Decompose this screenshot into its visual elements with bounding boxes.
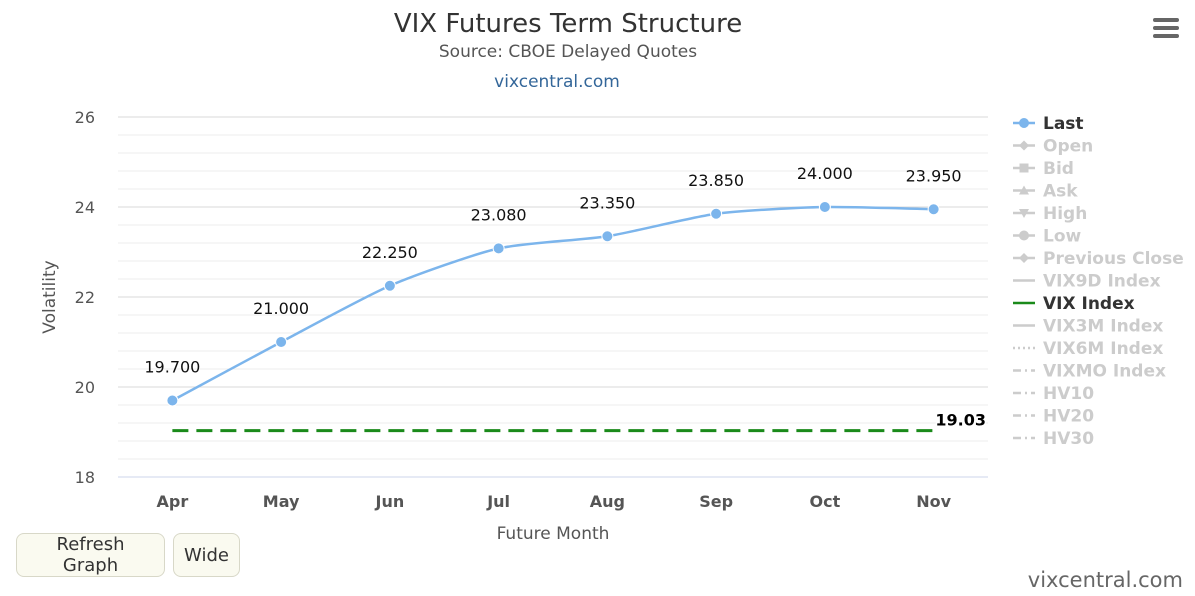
legend-label: Low [1043, 227, 1082, 247]
legend-label: HV20 [1043, 407, 1094, 427]
y-axis-title: Volatility [40, 260, 60, 333]
last-data-label: 24.000 [797, 164, 853, 183]
last-data-label: 23.850 [688, 171, 744, 190]
x-axis-title: Future Month [497, 524, 610, 544]
last-data-label: 19.700 [144, 358, 200, 377]
chart-title: VIX Futures Term Structure [394, 9, 742, 39]
legend-label: HV30 [1043, 429, 1094, 449]
legend-item[interactable]: Bid [1013, 159, 1074, 179]
legend-label: High [1043, 204, 1087, 224]
last-data-label: 21.000 [253, 299, 309, 318]
last-data-label: 22.250 [362, 243, 418, 262]
chart-subtitle: Source: CBOE Delayed Quotes [439, 42, 697, 62]
y-tick-label: 26 [75, 108, 95, 127]
last-data-point[interactable] [383, 279, 396, 292]
x-tick-label: Sep [699, 492, 733, 511]
x-tick-label: Apr [157, 492, 189, 511]
y-axis-ticks: 18 20 22 24 26 [75, 108, 95, 487]
wide-button[interactable]: Wide [173, 533, 240, 577]
legend-label: Previous Close [1043, 249, 1184, 269]
legend-label: VIX9D Index [1043, 272, 1161, 292]
last-data-label: 23.950 [906, 166, 962, 185]
x-tick-label: Jun [375, 492, 405, 511]
legend-item[interactable]: VIXMO Index [1013, 362, 1166, 382]
series-vix-index: 19.03 [172, 409, 988, 433]
legend-item[interactable]: Ask [1013, 182, 1078, 202]
legend-label: Last [1043, 114, 1084, 134]
x-tick-label: Aug [590, 492, 625, 511]
legend-label: VIX Index [1043, 294, 1135, 314]
last-data-label: 23.350 [579, 193, 635, 212]
vix-index-data-label: 19.03 [935, 411, 986, 430]
legend-item[interactable]: HV20 [1013, 407, 1094, 427]
legend-item[interactable]: Previous Close [1013, 249, 1184, 269]
legend-label: VIX3M Index [1043, 317, 1163, 337]
y-tick-label: 24 [75, 198, 95, 217]
legend-item[interactable]: VIX3M Index [1013, 317, 1163, 337]
last-data-point[interactable] [818, 201, 831, 213]
last-data-point[interactable] [166, 394, 179, 407]
x-tick-label: Jul [486, 492, 510, 511]
last-data-point[interactable] [710, 207, 723, 220]
x-tick-label: Oct [810, 492, 841, 511]
series-last: 19.700 21.000 22.250 23.080 23.350 23.850 24.0… [144, 164, 962, 407]
x-axis-ticks: Apr May Jun Jul Aug Sep Oct Nov [157, 492, 952, 511]
last-data-label: 23.080 [471, 205, 527, 224]
last-data-point[interactable] [492, 242, 505, 255]
legend-item[interactable]: VIX Index [1013, 294, 1135, 314]
watermark: vixcentral.com [1027, 568, 1183, 592]
refresh-graph-button[interactable]: Refresh Graph [16, 533, 165, 577]
x-tick-label: May [263, 492, 300, 511]
y-tick-label: 22 [75, 288, 95, 307]
last-data-point[interactable] [275, 336, 288, 348]
legend-label: HV10 [1043, 384, 1094, 404]
legend-item[interactable]: High [1013, 204, 1087, 224]
legend-item[interactable]: Open [1013, 137, 1093, 157]
hamburger-menu-icon[interactable] [1153, 18, 1179, 40]
legend-item[interactable]: HV30 [1013, 429, 1094, 449]
y-tick-label: 20 [75, 378, 95, 397]
grid-lines [118, 116, 988, 478]
legend-item[interactable]: VIX6M Index [1013, 339, 1163, 359]
legend-label: Bid [1043, 159, 1074, 179]
x-tick-label: Nov [916, 492, 951, 511]
legend-label: Ask [1043, 182, 1078, 202]
legend-item[interactable]: HV10 [1013, 384, 1094, 404]
legend-item[interactable]: Low [1013, 227, 1082, 247]
source-link[interactable]: vixcentral.com [494, 72, 620, 92]
legend-item[interactable]: VIX9D Index [1013, 272, 1161, 292]
legend-item[interactable]: Last [1013, 114, 1084, 134]
last-data-point[interactable] [601, 230, 614, 243]
legend-label: VIXMO Index [1043, 362, 1166, 382]
legend-label: VIX6M Index [1043, 339, 1163, 359]
last-data-point[interactable] [927, 203, 940, 216]
legend-label: Open [1043, 137, 1093, 157]
y-tick-label: 18 [75, 468, 95, 487]
